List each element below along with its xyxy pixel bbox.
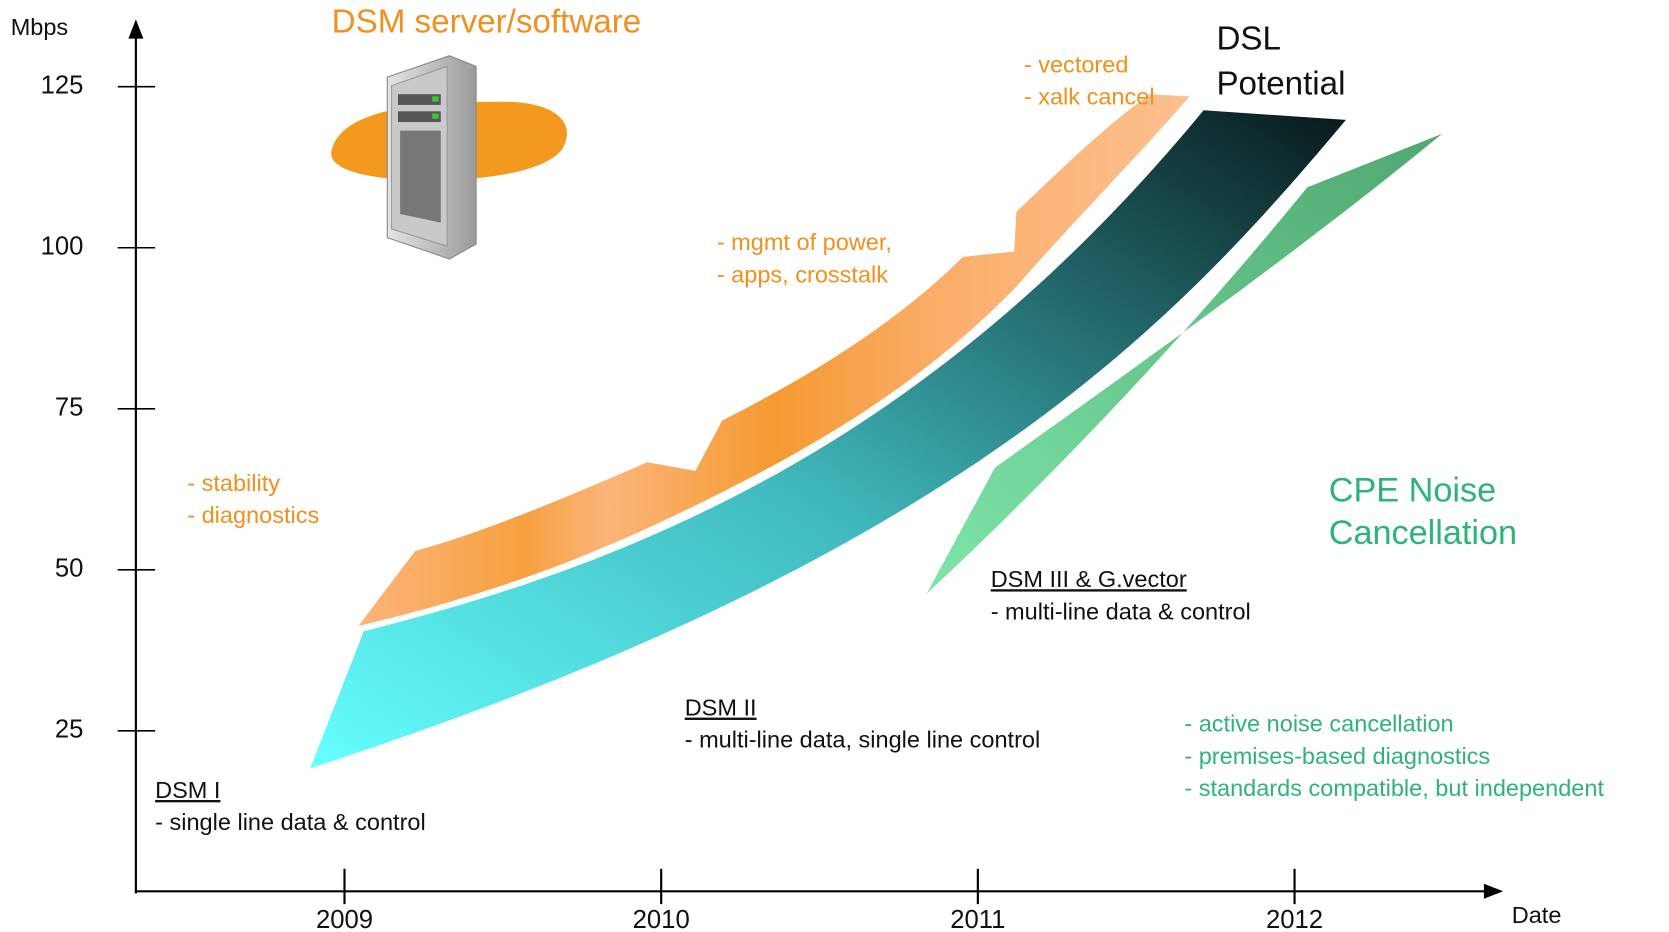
stage-title: DSM II xyxy=(685,695,757,721)
x-axis-arrow xyxy=(1483,883,1504,899)
dsl-label: DSL xyxy=(1216,20,1281,57)
y-tick-label: 25 xyxy=(55,716,84,744)
stage-title: DSM I xyxy=(155,777,220,803)
cpe-label: Cancellation xyxy=(1329,514,1517,552)
x-tick-label: 2011 xyxy=(950,906,1005,932)
note: - apps, crosstalk xyxy=(717,261,888,287)
note: - diagnostics xyxy=(187,502,319,528)
x-tick-label: 2012 xyxy=(1266,906,1323,932)
note: - mgmt of power, xyxy=(717,229,892,255)
x-tick-label: 2010 xyxy=(633,906,690,932)
cpe-note: - standards compatible, but independent xyxy=(1184,775,1604,801)
cpe-note: - active noise cancellation xyxy=(1184,711,1453,737)
dsl-label: Potential xyxy=(1216,65,1345,102)
y-axis-arrow xyxy=(128,19,144,39)
note: - stability xyxy=(187,470,280,496)
server-label: DSM server/software xyxy=(332,3,642,40)
y-tick-label: 100 xyxy=(41,233,84,261)
y-tick-label: 125 xyxy=(41,72,84,100)
teal-band xyxy=(310,110,1346,769)
stage-description: - multi-line data & control xyxy=(991,598,1251,624)
y-tick-label: 75 xyxy=(55,394,84,422)
stage-description: - single line data & control xyxy=(155,809,426,835)
x-axis-label: Date xyxy=(1512,902,1562,928)
y-axis-label: Mbps xyxy=(11,14,69,40)
orange-band xyxy=(358,94,1190,626)
note: - xalk cancel xyxy=(1024,84,1155,110)
x-tick-label: 2009 xyxy=(316,906,373,932)
cpe-note: - premises-based diagnostics xyxy=(1184,743,1490,769)
server-icon xyxy=(331,55,567,260)
stage-description: - multi-line data, single line control xyxy=(685,727,1041,753)
note: - vectored xyxy=(1024,52,1129,78)
cpe-label: CPE Noise xyxy=(1329,471,1496,509)
stage-title: DSM III & G.vector xyxy=(991,566,1187,592)
y-tick-label: 50 xyxy=(55,555,84,583)
